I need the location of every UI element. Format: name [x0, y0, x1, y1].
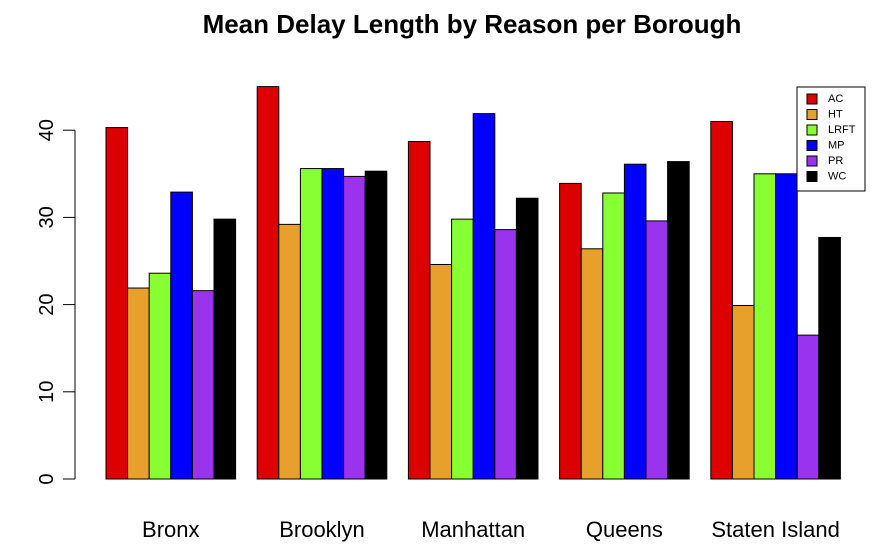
- x-category-label: Queens: [586, 517, 663, 542]
- bar-pr-manhattan: [494, 229, 517, 480]
- bar-wc-brooklyn: [364, 170, 388, 480]
- bar-wc-bronx: [213, 218, 237, 480]
- legend-swatch: [806, 140, 818, 151]
- legend-swatch: [806, 109, 818, 120]
- legend-swatch: [806, 93, 818, 105]
- bar-ac-queens: [559, 182, 582, 480]
- bar-mp-brooklyn: [321, 168, 345, 480]
- bar-ac-staten-island: [710, 120, 733, 480]
- legend-label: MP: [828, 140, 845, 152]
- chart-title: Mean Delay Length by Reason per Borough: [203, 9, 742, 39]
- bar-lrft-queens: [602, 192, 625, 480]
- legend-label: LRFT: [828, 124, 856, 136]
- legend-swatch: [806, 155, 818, 167]
- bar-ht-manhattan: [429, 263, 453, 480]
- bar-pr-brooklyn: [343, 175, 366, 480]
- y-axis: 0 10 20 30 40: [36, 119, 76, 485]
- bar-lrft-bronx: [148, 272, 172, 480]
- legend-label: PR: [828, 155, 843, 167]
- bar-ht-staten-island: [731, 304, 755, 480]
- bars: [105, 86, 841, 480]
- x-category-label: Staten Island: [711, 517, 839, 542]
- legend-label: WC: [828, 171, 846, 183]
- bar-mp-bronx: [170, 191, 193, 480]
- y-tick-label: 0: [36, 473, 58, 484]
- bar-wc-queens: [667, 161, 690, 480]
- legend-label: HT: [828, 109, 843, 121]
- bar-ac-bronx: [105, 127, 129, 480]
- bar-ac-manhattan: [407, 141, 431, 480]
- bar-ac-brooklyn: [256, 86, 280, 480]
- bar-lrft-staten-island: [753, 173, 777, 480]
- bar-ht-bronx: [127, 287, 150, 480]
- x-category-label: Manhattan: [421, 517, 525, 542]
- bar-lrft-brooklyn: [299, 168, 323, 480]
- bar-pr-bronx: [191, 290, 215, 480]
- bar-mp-manhattan: [472, 113, 496, 480]
- y-tick-label: 20: [36, 293, 58, 315]
- y-tick-label: 40: [36, 119, 58, 141]
- legend-swatch: [806, 124, 818, 136]
- legend-swatch: [806, 171, 818, 182]
- bar-wc-manhattan: [515, 197, 539, 480]
- legend-label: AC: [828, 93, 843, 105]
- bar-pr-staten-island: [796, 334, 820, 480]
- x-axis-labels: Bronx Brooklyn Manhattan Queens Staten Islan…: [142, 517, 840, 542]
- bar-lrft-manhattan: [451, 218, 474, 480]
- bar-ht-queens: [580, 248, 604, 480]
- bar-pr-queens: [645, 220, 669, 480]
- x-category-label: Bronx: [142, 517, 199, 542]
- x-category-label: Brooklyn: [279, 517, 365, 542]
- bar-wc-staten-island: [818, 236, 841, 480]
- y-tick-label: 10: [36, 381, 58, 403]
- bar-mp-staten-island: [775, 173, 798, 480]
- y-tick-label: 30: [36, 206, 58, 228]
- bar-mp-queens: [623, 163, 647, 480]
- legend: AC HT LRFT MP PR WC: [796, 86, 866, 192]
- bar-ht-brooklyn: [278, 223, 301, 480]
